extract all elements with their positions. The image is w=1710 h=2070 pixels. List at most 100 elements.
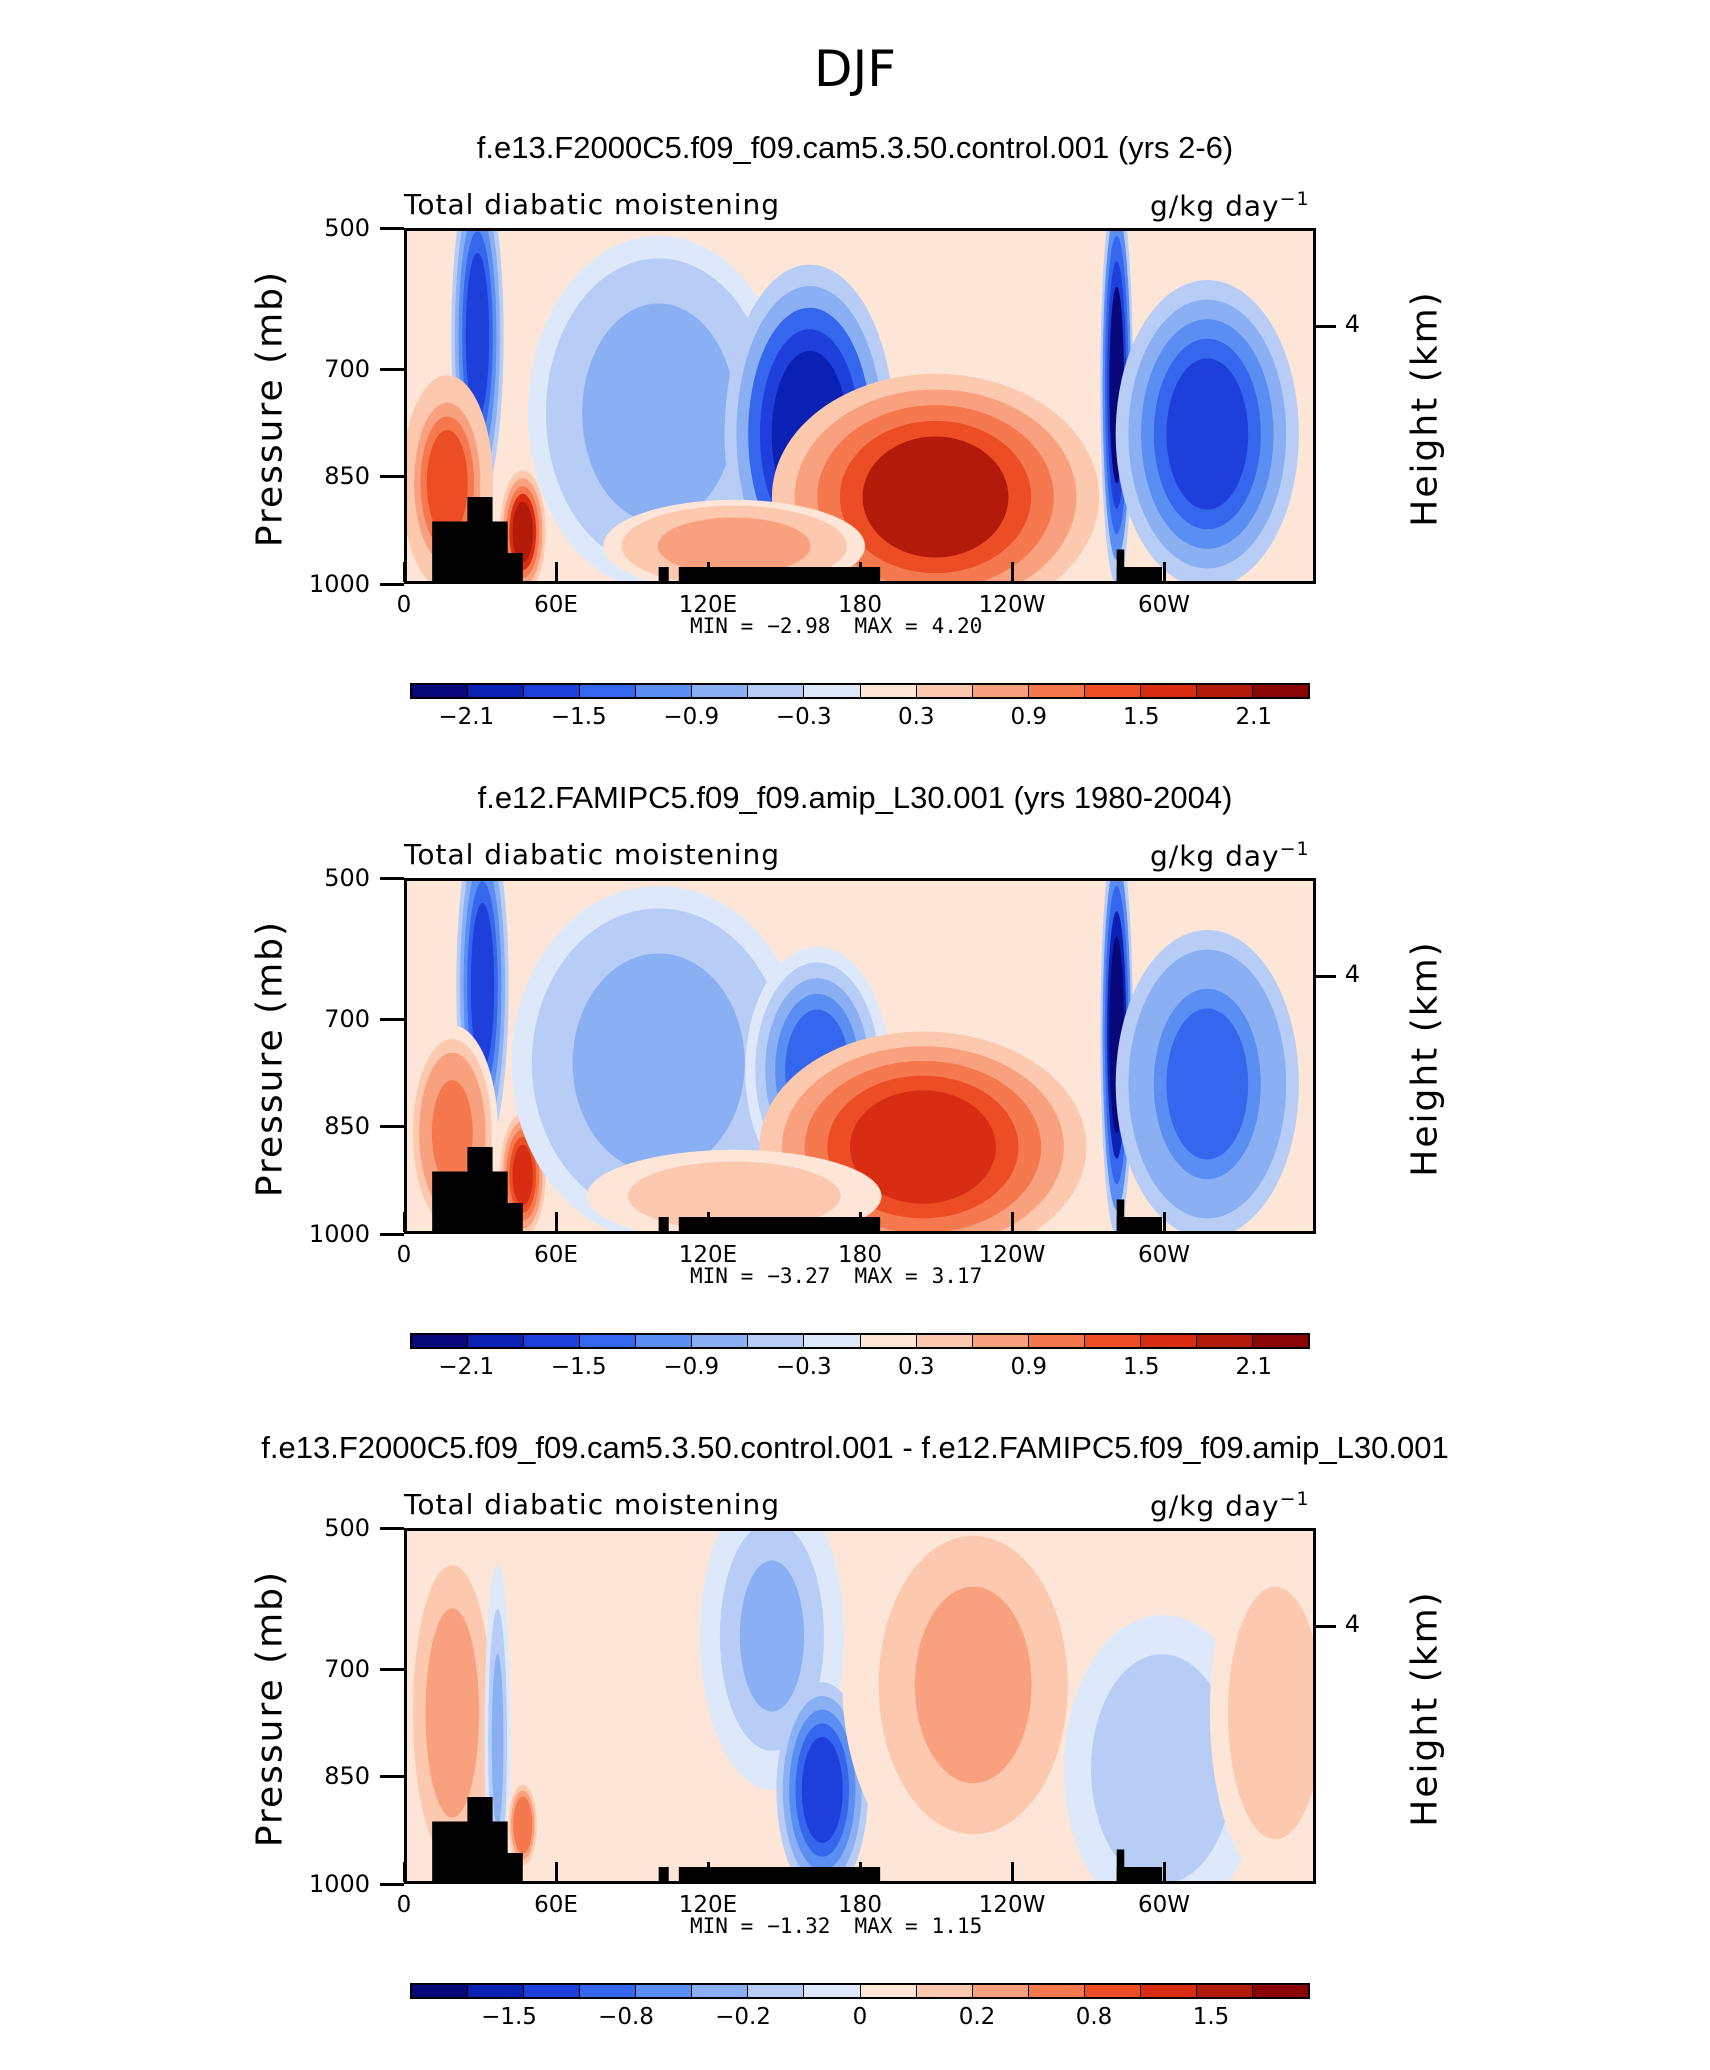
y2-tick-mark: [1316, 1625, 1336, 1628]
x-tick-label: 120E: [678, 1892, 738, 1918]
y-tick-mark: [380, 368, 404, 371]
topography-mask: [502, 1853, 523, 1881]
colorbar-label: −0.2: [715, 2004, 771, 2030]
min-value: −1.32: [767, 1914, 831, 1938]
y2-tick-label: 4: [1344, 1610, 1360, 1638]
contour-band: [1246, 1629, 1305, 1797]
plot-panel-3: f.e13.F2000C5.f09_f09.cam5.3.50.control.…: [0, 1430, 1710, 2070]
contour-band: [431, 1080, 473, 1186]
y2-tick-label: 4: [1344, 960, 1360, 988]
topography-mask: [678, 1217, 881, 1231]
min-max-stats: MIN = −1.32 MAX = 1.15: [690, 1914, 996, 1938]
units-text: g/kg day: [1150, 189, 1280, 223]
units-text: g/kg day: [1150, 839, 1280, 873]
units-text: g/kg day: [1150, 1489, 1280, 1523]
x-tick-mark: [555, 562, 558, 582]
contour-band: [512, 1144, 533, 1206]
units-exponent: −1: [1279, 1488, 1310, 1510]
y-tick-label: 500: [324, 864, 370, 892]
colorbar-swatch: [1084, 1985, 1141, 1997]
min-label: MIN =: [690, 1264, 754, 1288]
contour-band: [592, 976, 725, 1150]
x-tick-label: 180: [838, 1892, 882, 1918]
colorbar-swatch: [1252, 685, 1308, 697]
y-tick-label: 1000: [308, 570, 370, 598]
colorbar-swatch: [860, 1985, 917, 1997]
x-tick-label: 0: [396, 592, 412, 618]
max-value: 4.20: [931, 614, 983, 638]
colorbar-label: 0.2: [958, 2004, 996, 2030]
min-value: −3.27: [767, 1264, 831, 1288]
x-tick-mark: [403, 1862, 406, 1882]
colorbar-swatch: [692, 1335, 749, 1347]
x-tick-label: 120W: [978, 1242, 1046, 1268]
x-tick-mark: [859, 562, 862, 582]
colorbar-swatch: [1140, 1985, 1197, 1997]
colorbar-label: −1.5: [481, 2004, 537, 2030]
colorbar-swatch: [412, 1335, 469, 1347]
y-tick-label: 1000: [308, 1220, 370, 1248]
contour-band: [1166, 1008, 1249, 1160]
units-label: g/kg day−1: [1150, 1488, 1310, 1522]
x-tick-mark: [707, 1862, 710, 1882]
x-tick-label: 60E: [534, 1242, 578, 1268]
x-tick-mark: [1011, 562, 1014, 582]
colorbar-swatch: [636, 685, 693, 697]
colorbar-swatch: [524, 685, 581, 697]
x-tick-mark: [403, 562, 406, 582]
colorbar-swatch: [1252, 1985, 1308, 1997]
x-tick-label: 0: [396, 1242, 412, 1268]
colorbar: [410, 1333, 1310, 1349]
colorbar-swatch: [524, 1335, 581, 1347]
contour-band: [465, 252, 490, 420]
y-tick-mark: [380, 1668, 404, 1671]
y-tick-mark: [380, 1018, 404, 1021]
colorbar-swatch: [804, 1985, 861, 1997]
x-tick-mark: [403, 1212, 406, 1232]
units-exponent: −1: [1279, 188, 1310, 210]
x-tick-mark: [1011, 1862, 1014, 1882]
colorbar-swatch: [468, 1335, 525, 1347]
y-tick-mark: [380, 1233, 404, 1236]
y-axis-label: Pressure (mb): [249, 1569, 291, 1848]
y2-tick-mark: [1316, 325, 1336, 328]
y-tick-label: 700: [324, 1655, 370, 1683]
y-tick-mark: [380, 1775, 404, 1778]
colorbar-swatch: [1084, 1335, 1141, 1347]
colorbar-label: −2.1: [438, 1354, 495, 1380]
colorbar-label: −2.1: [438, 704, 495, 730]
x-tick-label: 60E: [534, 592, 578, 618]
x-tick-label: 60W: [1137, 592, 1190, 618]
topography-mask: [658, 1217, 669, 1231]
topography-mask: [658, 1867, 669, 1881]
min-max-stats: MIN = −3.27 MAX = 3.17: [690, 1264, 996, 1288]
colorbar-swatch: [972, 685, 1029, 697]
colorbar-swatch: [804, 1335, 861, 1347]
colorbar-swatch: [692, 1985, 749, 1997]
colorbar-swatch: [692, 685, 749, 697]
colorbar-swatch: [636, 1985, 693, 1997]
colorbar-swatch: [412, 1985, 469, 1997]
y-tick-mark: [380, 1125, 404, 1128]
colorbar-swatch: [748, 1335, 805, 1347]
y-tick-label: 850: [324, 1762, 370, 1790]
colorbar-swatch: [1196, 685, 1253, 697]
colorbar-label: 2.1: [1235, 704, 1273, 730]
colorbar-swatch: [1196, 1985, 1253, 1997]
colorbar-label: 0: [852, 2004, 868, 2030]
contour-band: [1166, 358, 1249, 510]
colorbar-label: 0.3: [897, 704, 935, 730]
y-tick-label: 500: [324, 1514, 370, 1542]
x-tick-label: 180: [838, 1242, 882, 1268]
contour-band: [862, 436, 1009, 558]
contour-band: [426, 430, 468, 536]
x-tick-mark: [1011, 1212, 1014, 1232]
contour-band: [849, 1090, 996, 1204]
max-label: MAX =: [854, 1914, 918, 1938]
colorbar-swatch: [1196, 1335, 1253, 1347]
colorbar-swatch: [748, 685, 805, 697]
plot-panel-2: f.e12.FAMIPC5.f09_f09.amip_L30.001 (yrs …: [0, 780, 1710, 1420]
contour-band: [600, 326, 718, 500]
figure-title: DJF: [813, 40, 896, 98]
y-tick-mark: [380, 475, 404, 478]
